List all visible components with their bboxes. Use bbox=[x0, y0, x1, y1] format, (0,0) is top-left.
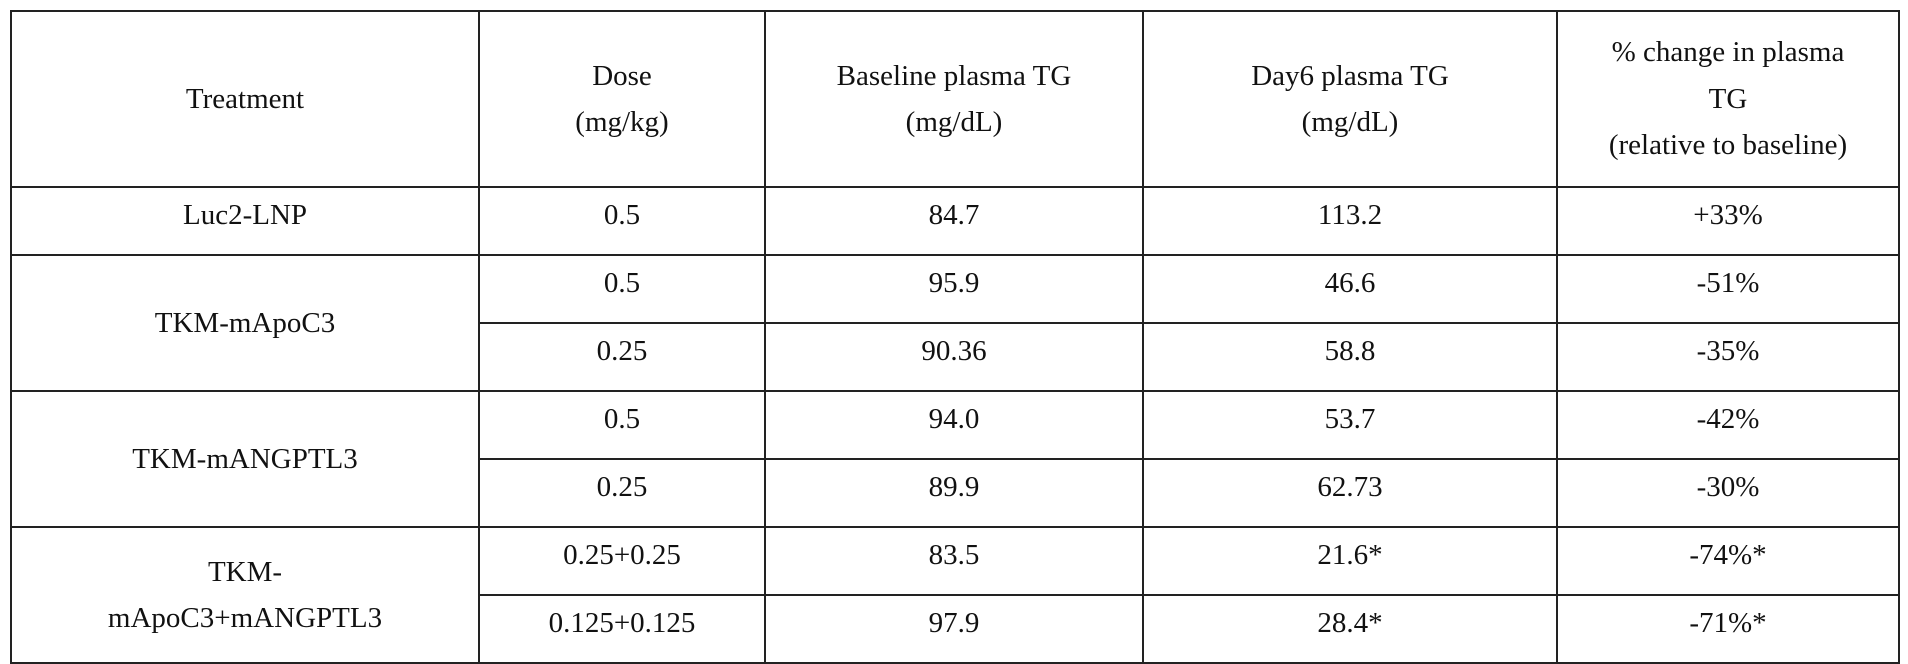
day6-cell: 28.4* bbox=[1142, 594, 1558, 664]
header-row: Treatment Dose (mg/kg) Baseline plasma T… bbox=[10, 10, 1900, 188]
header-day6-line: Day6 plasma TG bbox=[1251, 59, 1449, 92]
baseline-cell: 95.9 bbox=[764, 254, 1144, 324]
dose-cell: 0.25 bbox=[478, 322, 766, 392]
header-treatment: Treatment bbox=[10, 10, 480, 188]
baseline-cell: 90.36 bbox=[764, 322, 1144, 392]
day6-cell: 58.8 bbox=[1142, 322, 1558, 392]
header-day6: Day6 plasma TG (mg/dL) bbox=[1142, 10, 1558, 188]
change-cell: -74%* bbox=[1556, 526, 1900, 596]
table-row: TKM- mApoC3+mANGPTL3 0.25+0.25 83.5 21.6… bbox=[10, 526, 1900, 664]
dose-cell: 0.5 bbox=[478, 390, 766, 460]
treatment-label: TKM-mANGPTL3 bbox=[132, 442, 358, 475]
header-dose-unit: (mg/kg) bbox=[575, 106, 669, 138]
change-cell: -35% bbox=[1556, 322, 1900, 392]
header-baseline: Baseline plasma TG (mg/dL) bbox=[764, 10, 1144, 188]
header-day6-unit: (mg/dL) bbox=[1301, 106, 1399, 138]
treatment-cell: TKM-mApoC3 bbox=[10, 254, 480, 392]
dose-cell: 0.125+0.125 bbox=[478, 594, 766, 664]
table-row: TKM-mANGPTL3 0.5 94.0 53.7 -42% bbox=[10, 390, 1900, 528]
day6-cell: 113.2 bbox=[1142, 186, 1558, 256]
dose-cell: 0.25 bbox=[478, 458, 766, 528]
dose-cell: 0.25+0.25 bbox=[478, 526, 766, 596]
header-treatment-line: Treatment bbox=[185, 82, 305, 115]
header-change: % change in plasma TG (relative to basel… bbox=[1556, 10, 1900, 188]
header-baseline-line: Baseline plasma TG bbox=[836, 59, 1072, 92]
header-baseline-unit: (mg/dL) bbox=[905, 106, 1003, 138]
baseline-cell: 97.9 bbox=[764, 594, 1144, 664]
header-change-line-3: (relative to baseline) bbox=[1608, 129, 1848, 162]
change-cell: -51% bbox=[1556, 254, 1900, 324]
treatment-label-line-2: mApoC3+mANGPTL3 bbox=[107, 602, 383, 634]
treatment-label-line-1: TKM- bbox=[207, 555, 283, 588]
treatment-label: Luc2-LNP bbox=[182, 199, 308, 231]
table-body: Luc2-LNP 0.5 84.7 113.2 +33% TKM-mApoC3 … bbox=[10, 186, 1900, 664]
table-row: TKM-mApoC3 0.5 95.9 46.6 -51% bbox=[10, 254, 1900, 392]
treatment-label: TKM-mApoC3 bbox=[154, 306, 336, 339]
treatment-cell: Luc2-LNP bbox=[10, 186, 480, 256]
table-row: 0.25 90.36 58.8 -35% bbox=[11, 322, 1900, 392]
change-cell: +33% bbox=[1556, 186, 1900, 256]
table-row: Luc2-LNP 0.5 84.7 113.2 +33% bbox=[10, 186, 1900, 256]
header-dose-line: Dose bbox=[592, 59, 652, 92]
day6-cell: 46.6 bbox=[1142, 254, 1558, 324]
baseline-cell: 94.0 bbox=[764, 390, 1144, 460]
day6-cell: 62.73 bbox=[1142, 458, 1558, 528]
change-cell: -30% bbox=[1556, 458, 1900, 528]
day6-cell: 21.6* bbox=[1142, 526, 1558, 596]
header-change-line-1: % change in plasma bbox=[1611, 36, 1845, 69]
header-change-line-2: TG bbox=[1708, 82, 1748, 115]
treatment-cell: TKM- mApoC3+mANGPTL3 bbox=[10, 526, 480, 664]
dose-cell: 0.5 bbox=[478, 186, 766, 256]
change-cell: -42% bbox=[1556, 390, 1900, 460]
baseline-cell: 83.5 bbox=[764, 526, 1144, 596]
change-cell: -71%* bbox=[1556, 594, 1900, 664]
baseline-cell: 89.9 bbox=[764, 458, 1144, 528]
treatment-cell: TKM-mANGPTL3 bbox=[10, 390, 480, 528]
header-dose: Dose (mg/kg) bbox=[478, 10, 766, 188]
day6-cell: 53.7 bbox=[1142, 390, 1558, 460]
table-header: Treatment Dose (mg/kg) Baseline plasma T… bbox=[10, 10, 1900, 188]
table-row: 0.125+0.125 97.9 28.4* -71%* bbox=[11, 594, 1900, 664]
baseline-cell: 84.7 bbox=[764, 186, 1144, 256]
plasma-tg-table: Treatment Dose (mg/kg) Baseline plasma T… bbox=[10, 10, 1900, 664]
dose-cell: 0.5 bbox=[478, 254, 766, 324]
table-row: 0.25 89.9 62.73 -30% bbox=[11, 458, 1900, 528]
